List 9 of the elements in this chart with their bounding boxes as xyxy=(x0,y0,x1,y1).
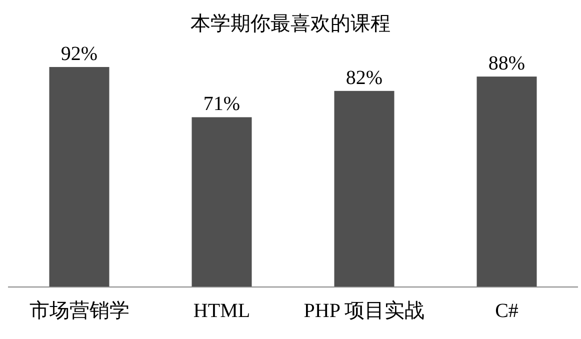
chart-title: 本学期你最喜欢的课程 xyxy=(190,13,390,35)
data-label: 88% xyxy=(488,52,526,75)
x-tick-label: C# xyxy=(495,300,518,322)
data-label: 82% xyxy=(346,66,383,89)
x-tick-label: 市场营销学 xyxy=(29,300,130,322)
x-tick-label: HTML xyxy=(193,300,250,322)
data-label: 92% xyxy=(60,43,98,65)
x-tick-label: PHP 项目实战 xyxy=(304,300,425,322)
data-label: 71% xyxy=(203,93,240,116)
